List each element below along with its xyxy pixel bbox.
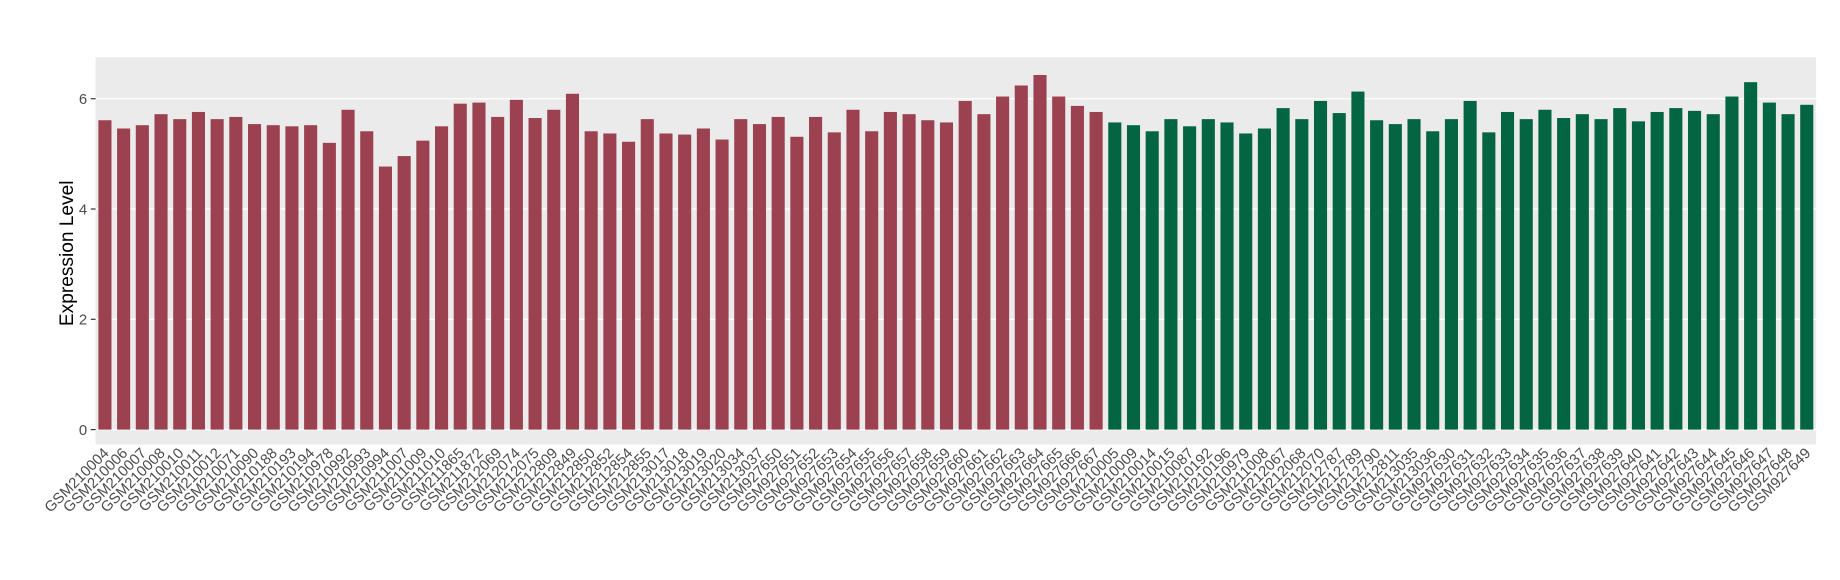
bar bbox=[1426, 131, 1440, 430]
bar bbox=[996, 96, 1010, 430]
bar bbox=[1164, 119, 1178, 430]
bar bbox=[1388, 124, 1402, 430]
bar bbox=[509, 99, 523, 430]
bar bbox=[977, 114, 991, 430]
bar bbox=[1033, 75, 1047, 430]
bar bbox=[921, 120, 935, 430]
bar bbox=[229, 116, 243, 430]
bar bbox=[939, 122, 954, 430]
bar bbox=[1370, 120, 1384, 430]
bar bbox=[1052, 96, 1066, 430]
bar bbox=[378, 166, 392, 430]
bar bbox=[1500, 111, 1515, 430]
bar bbox=[547, 109, 561, 430]
bar bbox=[603, 133, 617, 430]
bar bbox=[565, 93, 580, 430]
bar bbox=[1557, 118, 1571, 430]
bar bbox=[809, 116, 823, 430]
bar bbox=[1295, 119, 1309, 430]
bar bbox=[1444, 119, 1458, 430]
bar bbox=[1688, 110, 1702, 430]
bar bbox=[902, 114, 916, 430]
bar bbox=[1126, 125, 1141, 430]
bar bbox=[397, 156, 411, 430]
bar bbox=[1650, 111, 1664, 430]
bar bbox=[1744, 82, 1758, 430]
bar bbox=[715, 139, 729, 430]
bar bbox=[117, 128, 131, 430]
bar bbox=[1762, 102, 1776, 430]
bar bbox=[248, 124, 262, 430]
bar bbox=[1276, 108, 1290, 430]
bar bbox=[1575, 114, 1589, 430]
bar bbox=[865, 131, 879, 430]
bar bbox=[790, 136, 804, 430]
bar bbox=[1108, 122, 1122, 430]
bar bbox=[678, 134, 692, 430]
bar bbox=[827, 132, 841, 430]
bar bbox=[1781, 114, 1795, 430]
bar bbox=[1220, 122, 1234, 430]
bar bbox=[154, 114, 168, 430]
bar bbox=[191, 111, 205, 430]
bar bbox=[1351, 91, 1365, 430]
bar bbox=[734, 119, 748, 430]
bar bbox=[285, 126, 299, 430]
bar bbox=[696, 128, 710, 430]
bar bbox=[1725, 96, 1739, 430]
bar bbox=[266, 125, 280, 430]
bar bbox=[1407, 119, 1421, 430]
bar bbox=[1239, 133, 1253, 430]
bar bbox=[322, 142, 336, 430]
bar bbox=[1070, 105, 1084, 430]
bar bbox=[1594, 119, 1608, 430]
y-tick-label: 2 bbox=[79, 312, 87, 329]
bar bbox=[528, 118, 542, 430]
bar bbox=[416, 140, 430, 430]
bar bbox=[435, 126, 449, 430]
bar bbox=[1519, 119, 1533, 430]
bar bbox=[640, 119, 654, 430]
bar bbox=[584, 131, 598, 430]
bar bbox=[341, 109, 355, 430]
bar bbox=[173, 119, 187, 430]
y-tick-label: 0 bbox=[79, 422, 87, 439]
bar bbox=[883, 111, 897, 430]
bar bbox=[1332, 113, 1346, 430]
bar bbox=[1257, 128, 1271, 430]
bar bbox=[1089, 111, 1103, 430]
bar bbox=[752, 124, 767, 430]
bar bbox=[1800, 104, 1814, 430]
bar bbox=[1613, 108, 1627, 430]
bar bbox=[1463, 100, 1477, 430]
bar bbox=[622, 141, 636, 430]
bar bbox=[98, 120, 112, 430]
bar bbox=[1313, 100, 1328, 430]
bar bbox=[472, 102, 486, 430]
bar bbox=[453, 103, 467, 430]
y-tick-label: 4 bbox=[79, 201, 87, 218]
bar bbox=[771, 116, 785, 430]
bar bbox=[1145, 131, 1159, 430]
bar bbox=[1482, 132, 1496, 430]
bar bbox=[135, 125, 149, 430]
bar bbox=[846, 109, 860, 430]
bar bbox=[491, 116, 505, 430]
bar bbox=[1669, 108, 1683, 430]
y-axis-title: Expression Level bbox=[57, 181, 78, 327]
bar bbox=[1538, 109, 1552, 430]
bar bbox=[659, 133, 673, 430]
bar bbox=[1631, 121, 1645, 430]
bar bbox=[958, 100, 972, 430]
bar bbox=[210, 119, 224, 430]
bar bbox=[1706, 114, 1720, 430]
bar bbox=[304, 125, 318, 430]
bar bbox=[360, 131, 374, 430]
bar bbox=[1201, 119, 1215, 430]
y-tick-label: 6 bbox=[79, 91, 87, 108]
bar bbox=[1014, 85, 1028, 430]
bar bbox=[1183, 126, 1197, 430]
